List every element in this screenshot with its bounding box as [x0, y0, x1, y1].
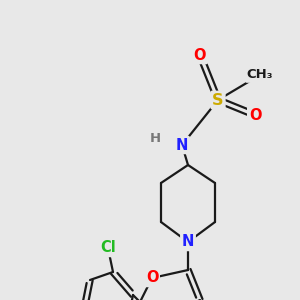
- Text: N: N: [182, 235, 194, 250]
- Text: H: H: [149, 131, 161, 145]
- Text: N: N: [176, 137, 188, 152]
- Text: O: O: [249, 107, 261, 122]
- Text: Cl: Cl: [100, 241, 116, 256]
- Text: O: O: [194, 47, 206, 62]
- Text: O: O: [146, 271, 158, 286]
- Text: CH₃: CH₃: [247, 68, 273, 82]
- Text: S: S: [212, 92, 224, 107]
